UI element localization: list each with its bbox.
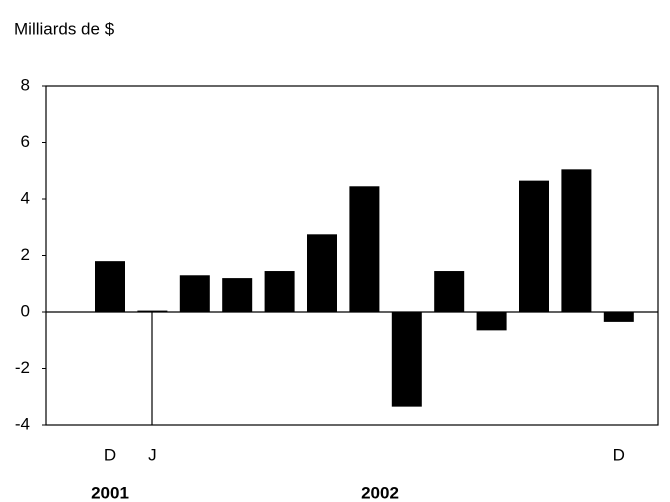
bar	[603, 312, 634, 322]
bar	[349, 186, 380, 312]
bar	[264, 271, 295, 312]
bar	[391, 312, 422, 407]
y-tick-label: 8	[21, 75, 30, 94]
bar	[434, 271, 465, 312]
bar	[561, 169, 592, 312]
y-axis-label: Milliards de $	[14, 19, 115, 38]
y-tick-label: 0	[21, 301, 30, 320]
bar	[222, 278, 253, 312]
y-tick-label: 4	[21, 188, 30, 207]
bar	[307, 234, 337, 312]
x-tick-label: D	[104, 445, 116, 464]
y-tick-label: 6	[21, 132, 30, 151]
y-tick-label: 2	[21, 245, 30, 264]
bar	[519, 180, 549, 312]
bar	[95, 261, 125, 312]
bar	[476, 312, 507, 331]
x-tick-label: D	[613, 445, 625, 464]
y-tick-label: -4	[15, 414, 30, 433]
year-label: 2001	[91, 483, 129, 502]
bar	[137, 310, 168, 312]
x-tick-label: J	[148, 445, 157, 464]
year-label: 2002	[361, 483, 399, 502]
y-tick-label: -2	[15, 358, 30, 377]
bar	[179, 275, 210, 312]
